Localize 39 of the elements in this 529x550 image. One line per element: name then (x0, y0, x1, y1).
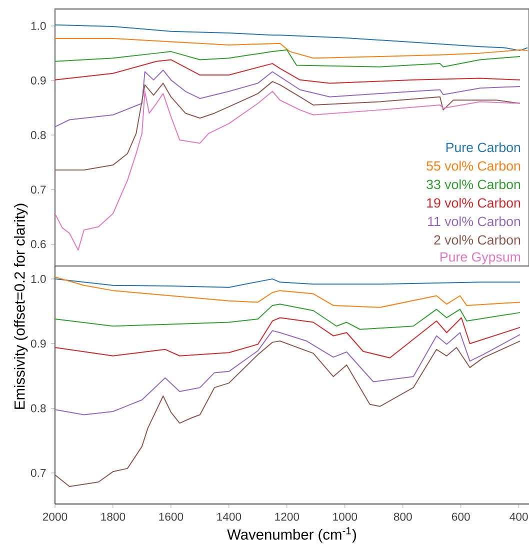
text: 55 vol% Carbon (426, 160, 520, 171)
y-tick-label: 0.6 (30, 240, 46, 248)
line-series (54, 81, 521, 170)
text: 11 vol% Carbon (428, 216, 520, 226)
x-tick-label: 1600 (159, 512, 184, 521)
x-tick-label: 400 (510, 512, 528, 521)
line-series (54, 340, 521, 488)
x-axis-title: Wavenumber (cm$^{-1}$) (227, 527, 356, 543)
line-series (54, 90, 521, 251)
y-tick-label: 0.9 (30, 76, 46, 84)
line-series (54, 70, 521, 128)
x-tick-label: 1800 (101, 512, 126, 521)
line-series (54, 38, 528, 59)
x-tick-label: 1400 (217, 512, 242, 521)
y-tick-label: 0.8 (30, 404, 46, 412)
text: Pure Carbon (446, 142, 520, 152)
y-tick-label: 0.8 (30, 131, 46, 140)
line-series (54, 304, 521, 330)
text: Pure Gypsum (440, 252, 520, 264)
y-tick-label: 0.9 (30, 340, 46, 348)
x-tick-label: 800 (394, 512, 412, 521)
x-tick-label: 1200 (275, 512, 300, 521)
y-axis-title: Emissivity (offset=0.2 for clarity) (14, 204, 28, 409)
text: 19 vol% Carbon (427, 198, 520, 208)
y-tick-label: 0.7 (30, 468, 46, 477)
x-tick-label: 600 (452, 512, 470, 521)
y-tick-label: 0.7 (30, 186, 46, 194)
text: 33 vol% Carbon (426, 179, 520, 190)
text: 2 vol% Carbon (434, 234, 520, 245)
line-series (54, 59, 521, 84)
y-tick-label: 1.0 (31, 274, 46, 283)
line-series (54, 24, 528, 51)
x-tick-label: 1000 (333, 512, 358, 521)
y-tick-label: 1.0 (31, 22, 46, 30)
line-series (54, 49, 521, 68)
line-series (54, 330, 521, 416)
line-series (54, 278, 521, 288)
line-series (54, 317, 521, 358)
x-tick-label: 2000 (42, 512, 68, 521)
